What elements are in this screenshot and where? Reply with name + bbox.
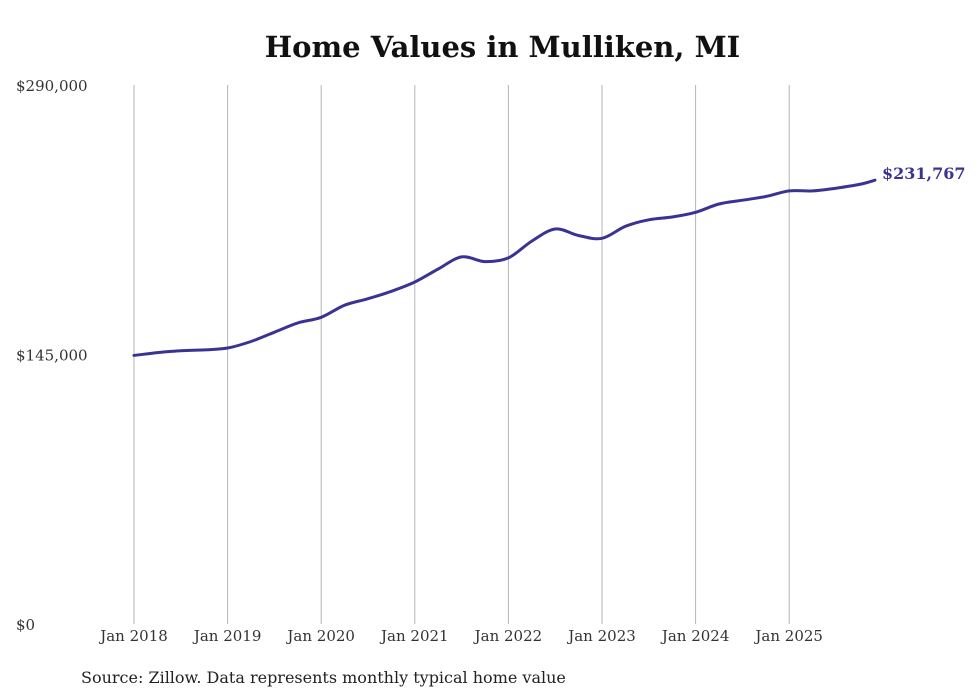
x-tick-label: Jan 2024 [660, 627, 730, 645]
end-labels: $231,767 [882, 164, 966, 183]
x-tick-label: Jan 2023 [566, 627, 636, 645]
x-tick-label: Jan 2020 [285, 627, 355, 645]
source-note: Source: Zillow. Data represents monthly … [81, 668, 566, 687]
y-axis-ticks: $0 $145,000 $290,000 [16, 77, 88, 634]
y-tick-label: $290,000 [16, 77, 88, 95]
x-tick-label: Jan 2022 [473, 627, 543, 645]
gridlines [133, 85, 790, 624]
y-tick-label: $145,000 [16, 347, 88, 365]
x-tick-label: Jan 2019 [192, 627, 262, 645]
chart-title: Home Values in Mulliken, MI [264, 30, 741, 64]
series-lines [132, 178, 877, 357]
x-tick-label: Jan 2025 [753, 627, 823, 645]
end-value-label: $231,767 [882, 164, 966, 183]
x-tick-label: Jan 2018 [98, 627, 168, 645]
series-line [132, 178, 877, 357]
x-tick-label: Jan 2021 [379, 627, 449, 645]
y-tick-label: $0 [16, 616, 35, 634]
x-axis-ticks: Jan 2018 Jan 2019 Jan 2020 Jan 2021 Jan 2022… [98, 627, 823, 645]
